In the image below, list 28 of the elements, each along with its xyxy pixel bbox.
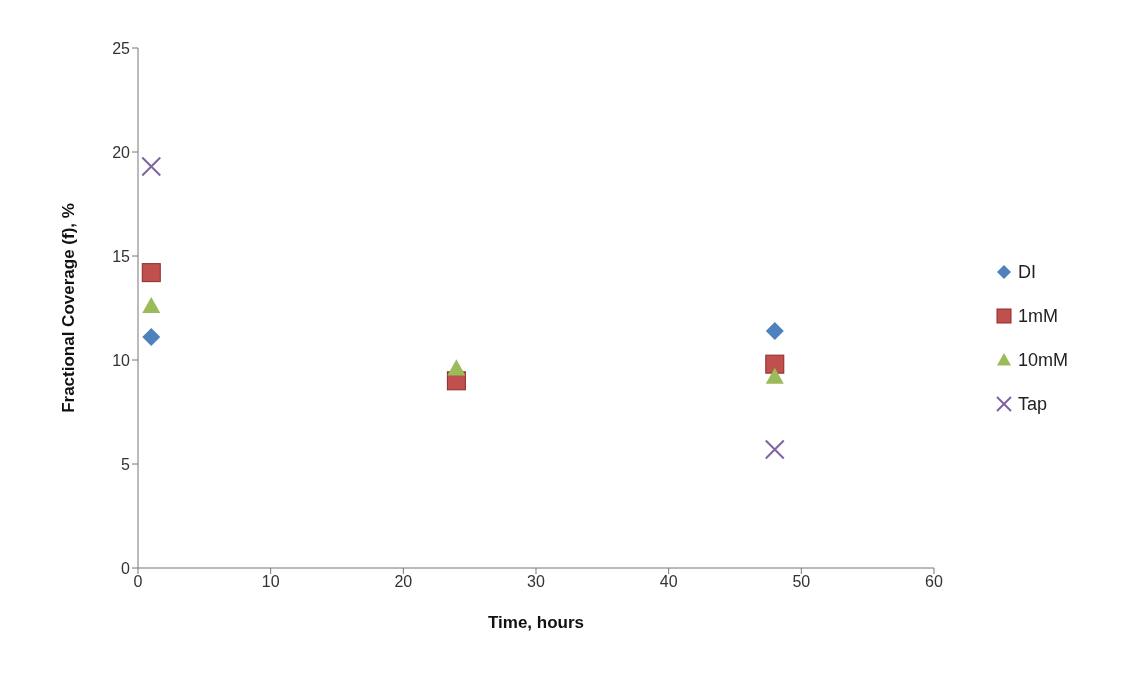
x-tick-label: 10 xyxy=(261,573,280,591)
point xyxy=(142,296,161,314)
point xyxy=(765,354,785,374)
x-tick-label: 40 xyxy=(659,573,678,591)
y-tick-label: 5 xyxy=(121,455,131,473)
x-tick-label: 50 xyxy=(792,573,811,591)
point xyxy=(141,156,162,177)
y-axis-title: Fractional Coverage (f), % xyxy=(59,203,79,413)
legend-label: 10mM xyxy=(1017,349,1068,372)
y-tick-label: 0 xyxy=(121,559,131,577)
x-tick-label: 60 xyxy=(925,573,943,591)
legend-label: DI xyxy=(1017,261,1036,284)
y-tick-label: 20 xyxy=(112,143,131,161)
x-tick-label: 20 xyxy=(394,573,413,591)
y-tick-label: 15 xyxy=(112,247,131,265)
legend-label: Tap xyxy=(1017,393,1048,416)
point xyxy=(765,321,784,340)
point xyxy=(764,439,785,460)
x-tick-label: 0 xyxy=(133,573,143,591)
point xyxy=(141,263,161,283)
legend-label: 1mM xyxy=(1017,305,1058,328)
y-tick-label: 10 xyxy=(112,351,131,369)
point xyxy=(447,359,466,376)
x-axis-title: Time, hours xyxy=(487,613,585,632)
x-tick-label: 30 xyxy=(527,573,545,591)
point xyxy=(142,328,161,347)
point xyxy=(765,367,784,384)
y-tick-label: 25 xyxy=(112,39,131,57)
